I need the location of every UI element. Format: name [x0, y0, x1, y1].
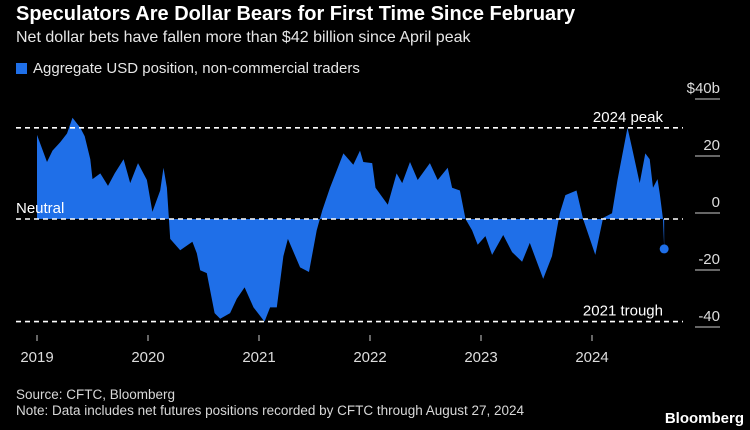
bloomberg-logo: Bloomberg [664, 410, 744, 427]
legend: Aggregate USD position, non-commercial t… [16, 60, 360, 77]
x-tick-label: 2021 [242, 349, 275, 366]
footer: Source: CFTC, Bloomberg Note: Data inclu… [16, 387, 576, 419]
y-tick-label: 0 [712, 194, 720, 211]
x-tick-label: 2023 [464, 349, 497, 366]
legend-label: Aggregate USD position, non-commercial t… [33, 60, 360, 77]
note-text: Note: Data includes net futures position… [16, 403, 525, 418]
y-tick-label: -40 [698, 308, 720, 325]
x-tick-label: 2024 [575, 349, 608, 366]
x-tick-label: 2020 [131, 349, 164, 366]
y-tick-label: -20 [698, 251, 720, 268]
legend-swatch [16, 63, 27, 74]
x-tick-label: 2019 [20, 349, 53, 366]
source-text: Source: CFTC, Bloomberg [16, 387, 176, 402]
reference-line-label: 2024 peak [593, 109, 664, 126]
chart-title: Speculators Are Dollar Bears for First T… [16, 3, 576, 25]
reference-line-label: Neutral [16, 200, 64, 217]
chart-subtitle: Net dollar bets have fallen more than $4… [16, 29, 471, 46]
latest-point-marker [659, 244, 669, 254]
x-tick-label: 2022 [353, 349, 386, 366]
y-tick-label: $40b [687, 80, 720, 97]
reference-line-label: 2021 trough [583, 303, 663, 320]
y-tick-label: 20 [703, 137, 720, 154]
